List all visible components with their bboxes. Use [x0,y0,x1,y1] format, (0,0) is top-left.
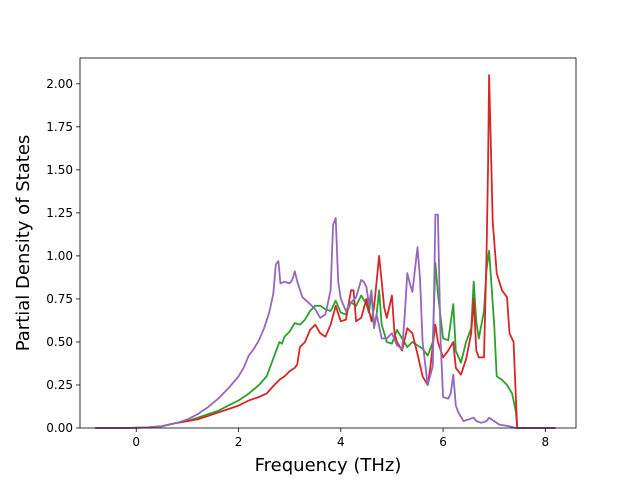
y-tick-label: 1.25 [46,206,73,220]
y-tick-label: 0.25 [46,378,73,392]
series-line-3 [95,213,556,429]
x-axis-label: Frequency (THz) [255,455,402,476]
y-tick-label: 1.75 [46,120,73,134]
y-axis-label: Partial Density of States [13,135,34,352]
plot-lines [95,74,556,429]
x-axis: 0 2 4 6 8 [132,428,549,449]
y-tick-label: 2.00 [46,77,73,91]
x-tick-label: 2 [235,435,243,449]
x-tick-label: 0 [132,435,140,449]
x-tick-label: 6 [439,435,447,449]
x-tick-label: 8 [541,435,549,449]
y-tick-label: 0.75 [46,292,73,306]
series-line-2 [95,74,556,429]
y-tick-label: 1.00 [46,249,73,263]
y-tick-label: 0.50 [46,335,73,349]
y-tick-label: 1.50 [46,163,73,177]
x-tick-label: 4 [337,435,345,449]
plot-frame [79,57,577,429]
y-tick-label: 0.00 [46,421,73,435]
y-axis: 0.00 0.25 0.50 0.75 1.00 1.25 1.50 1.75 2.00 [46,77,80,435]
